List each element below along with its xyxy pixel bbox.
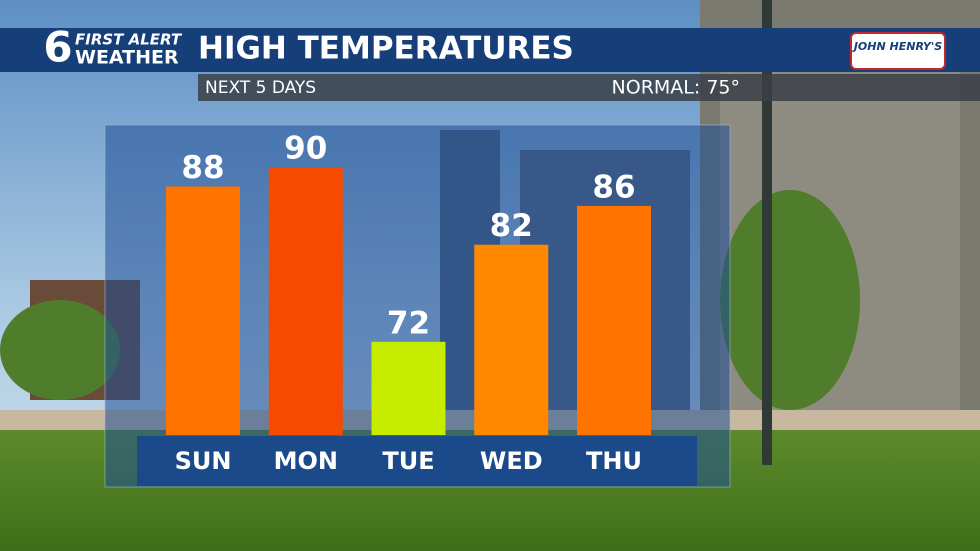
chart-title: HIGH TEMPERATURES [198, 31, 574, 67]
value-label: 88 [181, 150, 224, 186]
chart-subtitle: NEXT 5 DAYS [205, 78, 316, 98]
value-label: 90 [284, 131, 327, 167]
bar [577, 205, 651, 435]
sponsor-name: JOHN HENRY'S [852, 40, 942, 53]
subtitle-bar [198, 74, 980, 101]
bar [268, 167, 343, 435]
category-label: THU [586, 447, 642, 475]
bar [166, 186, 240, 435]
sponsor-logo [850, 32, 946, 70]
title-bar [0, 28, 980, 72]
category-label: WED [480, 447, 543, 475]
value-label: 86 [592, 169, 635, 205]
bar [474, 244, 549, 435]
value-label: 82 [490, 208, 533, 244]
category-band [137, 436, 697, 486]
normal-note: NORMAL: 75° [612, 77, 740, 99]
category-label: SUN [175, 447, 232, 475]
value-label: 72 [387, 305, 430, 341]
bar [371, 341, 446, 435]
brand-line2: WEATHER [75, 47, 179, 69]
brand-line1: FIRST ALERT [75, 31, 183, 49]
category-label: MON [274, 447, 338, 475]
category-label: TUE [382, 447, 434, 475]
brand-number: 6 [43, 23, 72, 72]
plot: 88 SUN 90 MON 72 TUE 82 WED 86 THU [166, 131, 651, 475]
